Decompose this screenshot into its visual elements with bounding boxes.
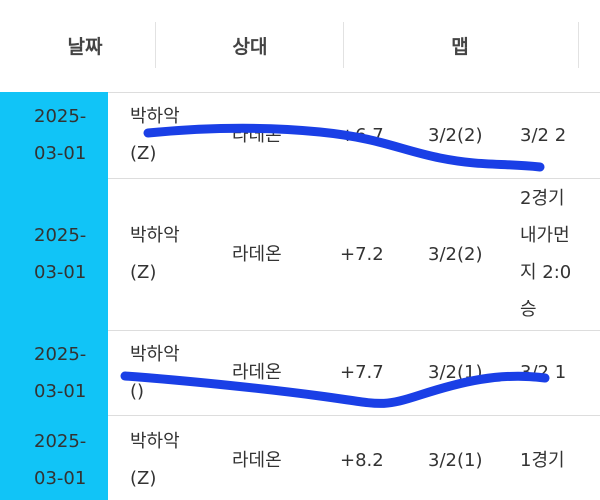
header-cell: 상대 [232,36,268,58]
table-row: 2025-03-01 박하악 (Z) 라데온 +6.7 3/2(2) 3/2 2 [0,92,600,179]
score-diff: +7.2 [340,243,384,265]
date-cell [0,92,108,178]
date: 2025-03-01 [34,343,87,402]
note: 3/2 2 [520,124,567,146]
table-row: 2025-03-01 박하악 () 라데온 +7.7 3/2(1) 3/2 1 [0,330,600,416]
divider [578,22,579,68]
date: 2025-03-01 [34,225,87,283]
header-cell: 맵 [451,36,469,58]
player: 박하악 (Z) [130,106,180,164]
player: 박하악 (Z) [130,431,180,489]
player: 박하악 (Z) [130,225,180,283]
opponent: 라데온 [232,124,282,146]
opponent: 라데온 [232,243,282,265]
divider [155,22,156,68]
score-diff: +6.7 [340,124,384,146]
note: 3/2 1 [520,362,567,383]
date-cell [0,330,108,415]
map-score: 3/2(1) [428,449,483,471]
table-header: 날짜 상대 맵 [0,0,600,93]
divider [343,22,344,68]
note: 2경기 내가먼지 2:0 승 [520,188,572,320]
table-row: 2025-03-01 박하악 (Z) 라데온 +8.2 3/2(1) 1경기 [0,415,600,500]
header-cell: 날짜 [67,36,103,58]
note: 1경기 [520,449,565,471]
date: 2025-03-01 [34,431,87,489]
map-score: 3/2(2) [428,243,483,265]
score-diff: +7.7 [340,362,384,383]
player: 박하악 () [130,343,180,402]
score-diff: +8.2 [340,449,384,471]
date: 2025-03-01 [34,106,87,164]
map-score: 3/2(2) [428,124,483,146]
date-cell [0,415,108,500]
opponent: 라데온 [232,449,282,471]
opponent: 라데온 [232,362,282,383]
map-score: 3/2(1) [428,362,483,383]
date-cell [0,178,108,330]
table-row: 2025-03-01 박하악 (Z) 라데온 +7.2 3/2(2) 2경기 내가먼지 2… [0,178,600,331]
